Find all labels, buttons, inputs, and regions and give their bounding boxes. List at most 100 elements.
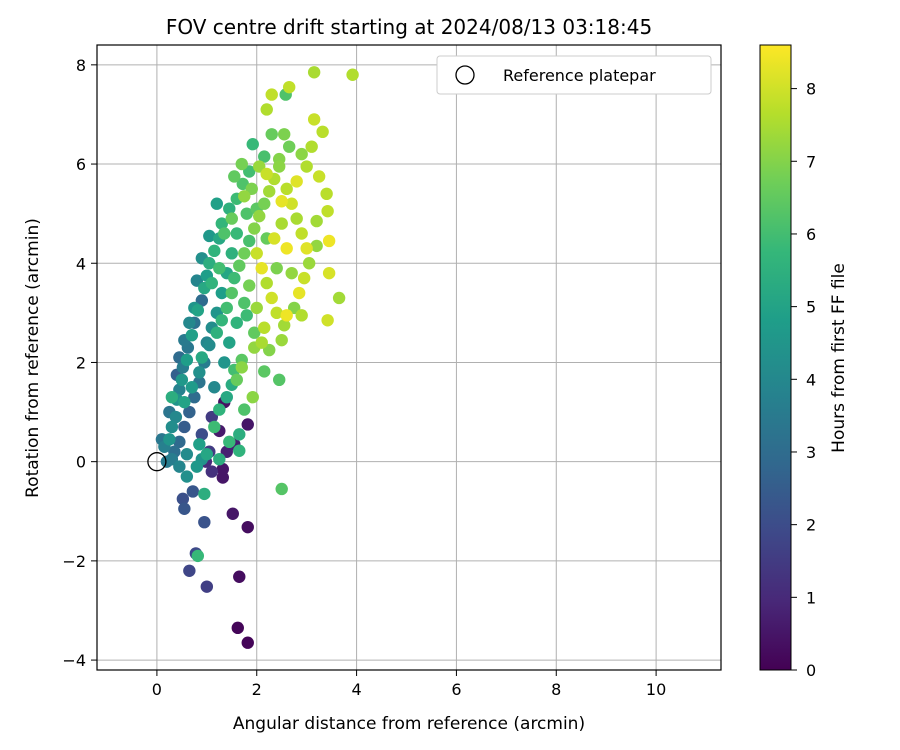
colorbar-tick-label: 1 [806, 588, 816, 607]
data-point [321, 204, 334, 218]
data-point [346, 68, 359, 81]
y-tick-label: 0 [76, 453, 86, 472]
data-point [169, 410, 183, 424]
data-point [246, 138, 259, 151]
data-point [220, 301, 233, 315]
colorbar-label: Hours from first FF file [829, 263, 849, 453]
data-point [203, 257, 216, 270]
data-point [200, 448, 214, 461]
x-tick-label: 4 [351, 680, 361, 699]
data-point [225, 286, 238, 300]
data-point [233, 428, 246, 441]
data-point [322, 266, 336, 280]
data-point [273, 373, 286, 387]
data-point [320, 187, 333, 201]
data-point [233, 259, 246, 272]
colorbar-tick-label: 7 [806, 152, 816, 171]
data-point [316, 125, 329, 139]
y-tick-label: 4 [76, 254, 86, 273]
data-point [307, 66, 321, 79]
data-point [193, 438, 206, 451]
data-point [241, 520, 254, 534]
data-point [273, 160, 286, 173]
data-point [233, 570, 246, 583]
data-point [191, 304, 205, 317]
data-point [180, 448, 194, 461]
data-point [238, 296, 251, 310]
data-point [246, 390, 259, 404]
data-point [305, 140, 318, 153]
data-point [226, 507, 239, 520]
plot-frame [96, 44, 722, 671]
data-point [275, 195, 288, 208]
reference-marker-group [147, 452, 167, 472]
x-tick-label: 2 [252, 680, 262, 699]
data-point [265, 88, 278, 101]
data-point [275, 333, 288, 347]
data-point [312, 170, 326, 183]
x-tick-label: 8 [551, 680, 561, 699]
data-point [243, 279, 256, 292]
data-point [265, 128, 278, 141]
data-point [275, 482, 288, 496]
data-point [300, 242, 313, 255]
data-point [241, 418, 254, 431]
data-point [260, 167, 273, 181]
colorbar-tick-label: 5 [806, 298, 816, 317]
y-tick-label: −4 [62, 651, 86, 670]
colorbar-gradient [759, 44, 792, 671]
data-point [260, 103, 273, 116]
colorbar-tick-label: 6 [806, 225, 816, 244]
data-point [193, 366, 206, 379]
data-point [250, 301, 263, 315]
data-point [255, 336, 268, 349]
data-point [215, 286, 228, 300]
y-tick-label: 2 [76, 353, 86, 372]
y-tick-label: 8 [76, 56, 86, 75]
data-point [163, 433, 176, 446]
data-point [310, 214, 323, 228]
data-point [295, 147, 308, 161]
data-point [198, 515, 211, 529]
data-point [297, 271, 311, 285]
data-point [191, 549, 205, 563]
data-point [183, 564, 196, 577]
data-point [265, 291, 278, 305]
data-points [155, 66, 359, 649]
data-point [195, 428, 209, 441]
data-point [238, 403, 251, 416]
data-point [235, 157, 248, 171]
data-point [258, 150, 271, 163]
data-point [295, 227, 308, 240]
data-point [290, 212, 303, 225]
data-point [248, 326, 261, 339]
data-point [285, 266, 298, 280]
data-point [175, 373, 189, 387]
data-point [195, 351, 209, 364]
data-point [240, 207, 253, 220]
data-point [180, 353, 194, 367]
colorbar: 0 1 2 3 4 5 6 7 8 Hours from first FF file [759, 44, 849, 680]
y-tick-label: 6 [76, 155, 86, 174]
data-point [205, 465, 219, 478]
data-point [278, 128, 291, 141]
colorbar-ticks: 0 1 2 3 4 5 6 7 8 [791, 80, 816, 680]
data-point [176, 492, 190, 506]
data-point [215, 314, 228, 327]
data-point [210, 326, 224, 339]
data-point [332, 291, 346, 305]
data-point [258, 197, 271, 210]
data-point [225, 212, 238, 225]
data-point [248, 222, 261, 235]
data-point [188, 390, 201, 404]
data-point [208, 420, 221, 434]
data-point [263, 185, 276, 198]
data-point [225, 247, 238, 260]
legend-box [436, 55, 712, 95]
data-point [282, 140, 296, 153]
data-point [213, 262, 226, 275]
data-point [238, 247, 251, 260]
data-point [230, 316, 243, 329]
data-point [243, 234, 256, 248]
